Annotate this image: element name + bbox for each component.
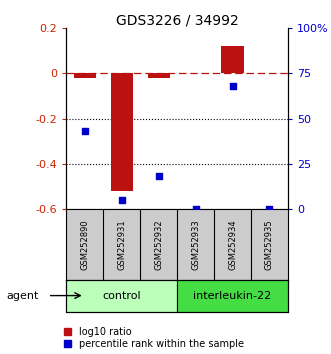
Text: GSM252935: GSM252935 (265, 219, 274, 270)
Bar (111, 73, 133, 191)
Point (267, 206, 272, 212)
Point (156, 173, 161, 179)
Bar (177, 280, 288, 312)
Text: GSM252932: GSM252932 (154, 219, 163, 270)
Text: control: control (102, 291, 141, 301)
Text: GSM252931: GSM252931 (117, 219, 126, 270)
Bar (66, 280, 177, 312)
Point (230, 83, 235, 89)
Bar (221, 46, 244, 73)
Title: GDS3226 / 34992: GDS3226 / 34992 (116, 13, 238, 27)
Text: GSM252934: GSM252934 (228, 219, 237, 270)
Bar (73, 73, 96, 78)
Text: GSM252933: GSM252933 (191, 219, 200, 270)
Point (119, 197, 124, 202)
Point (82, 129, 87, 134)
Text: GSM252890: GSM252890 (80, 219, 89, 270)
Legend: log10 ratio, percentile rank within the sample: log10 ratio, percentile rank within the … (65, 327, 244, 349)
Bar (148, 73, 170, 78)
Point (193, 206, 198, 212)
Text: agent: agent (7, 291, 39, 301)
Text: interleukin-22: interleukin-22 (193, 291, 272, 301)
